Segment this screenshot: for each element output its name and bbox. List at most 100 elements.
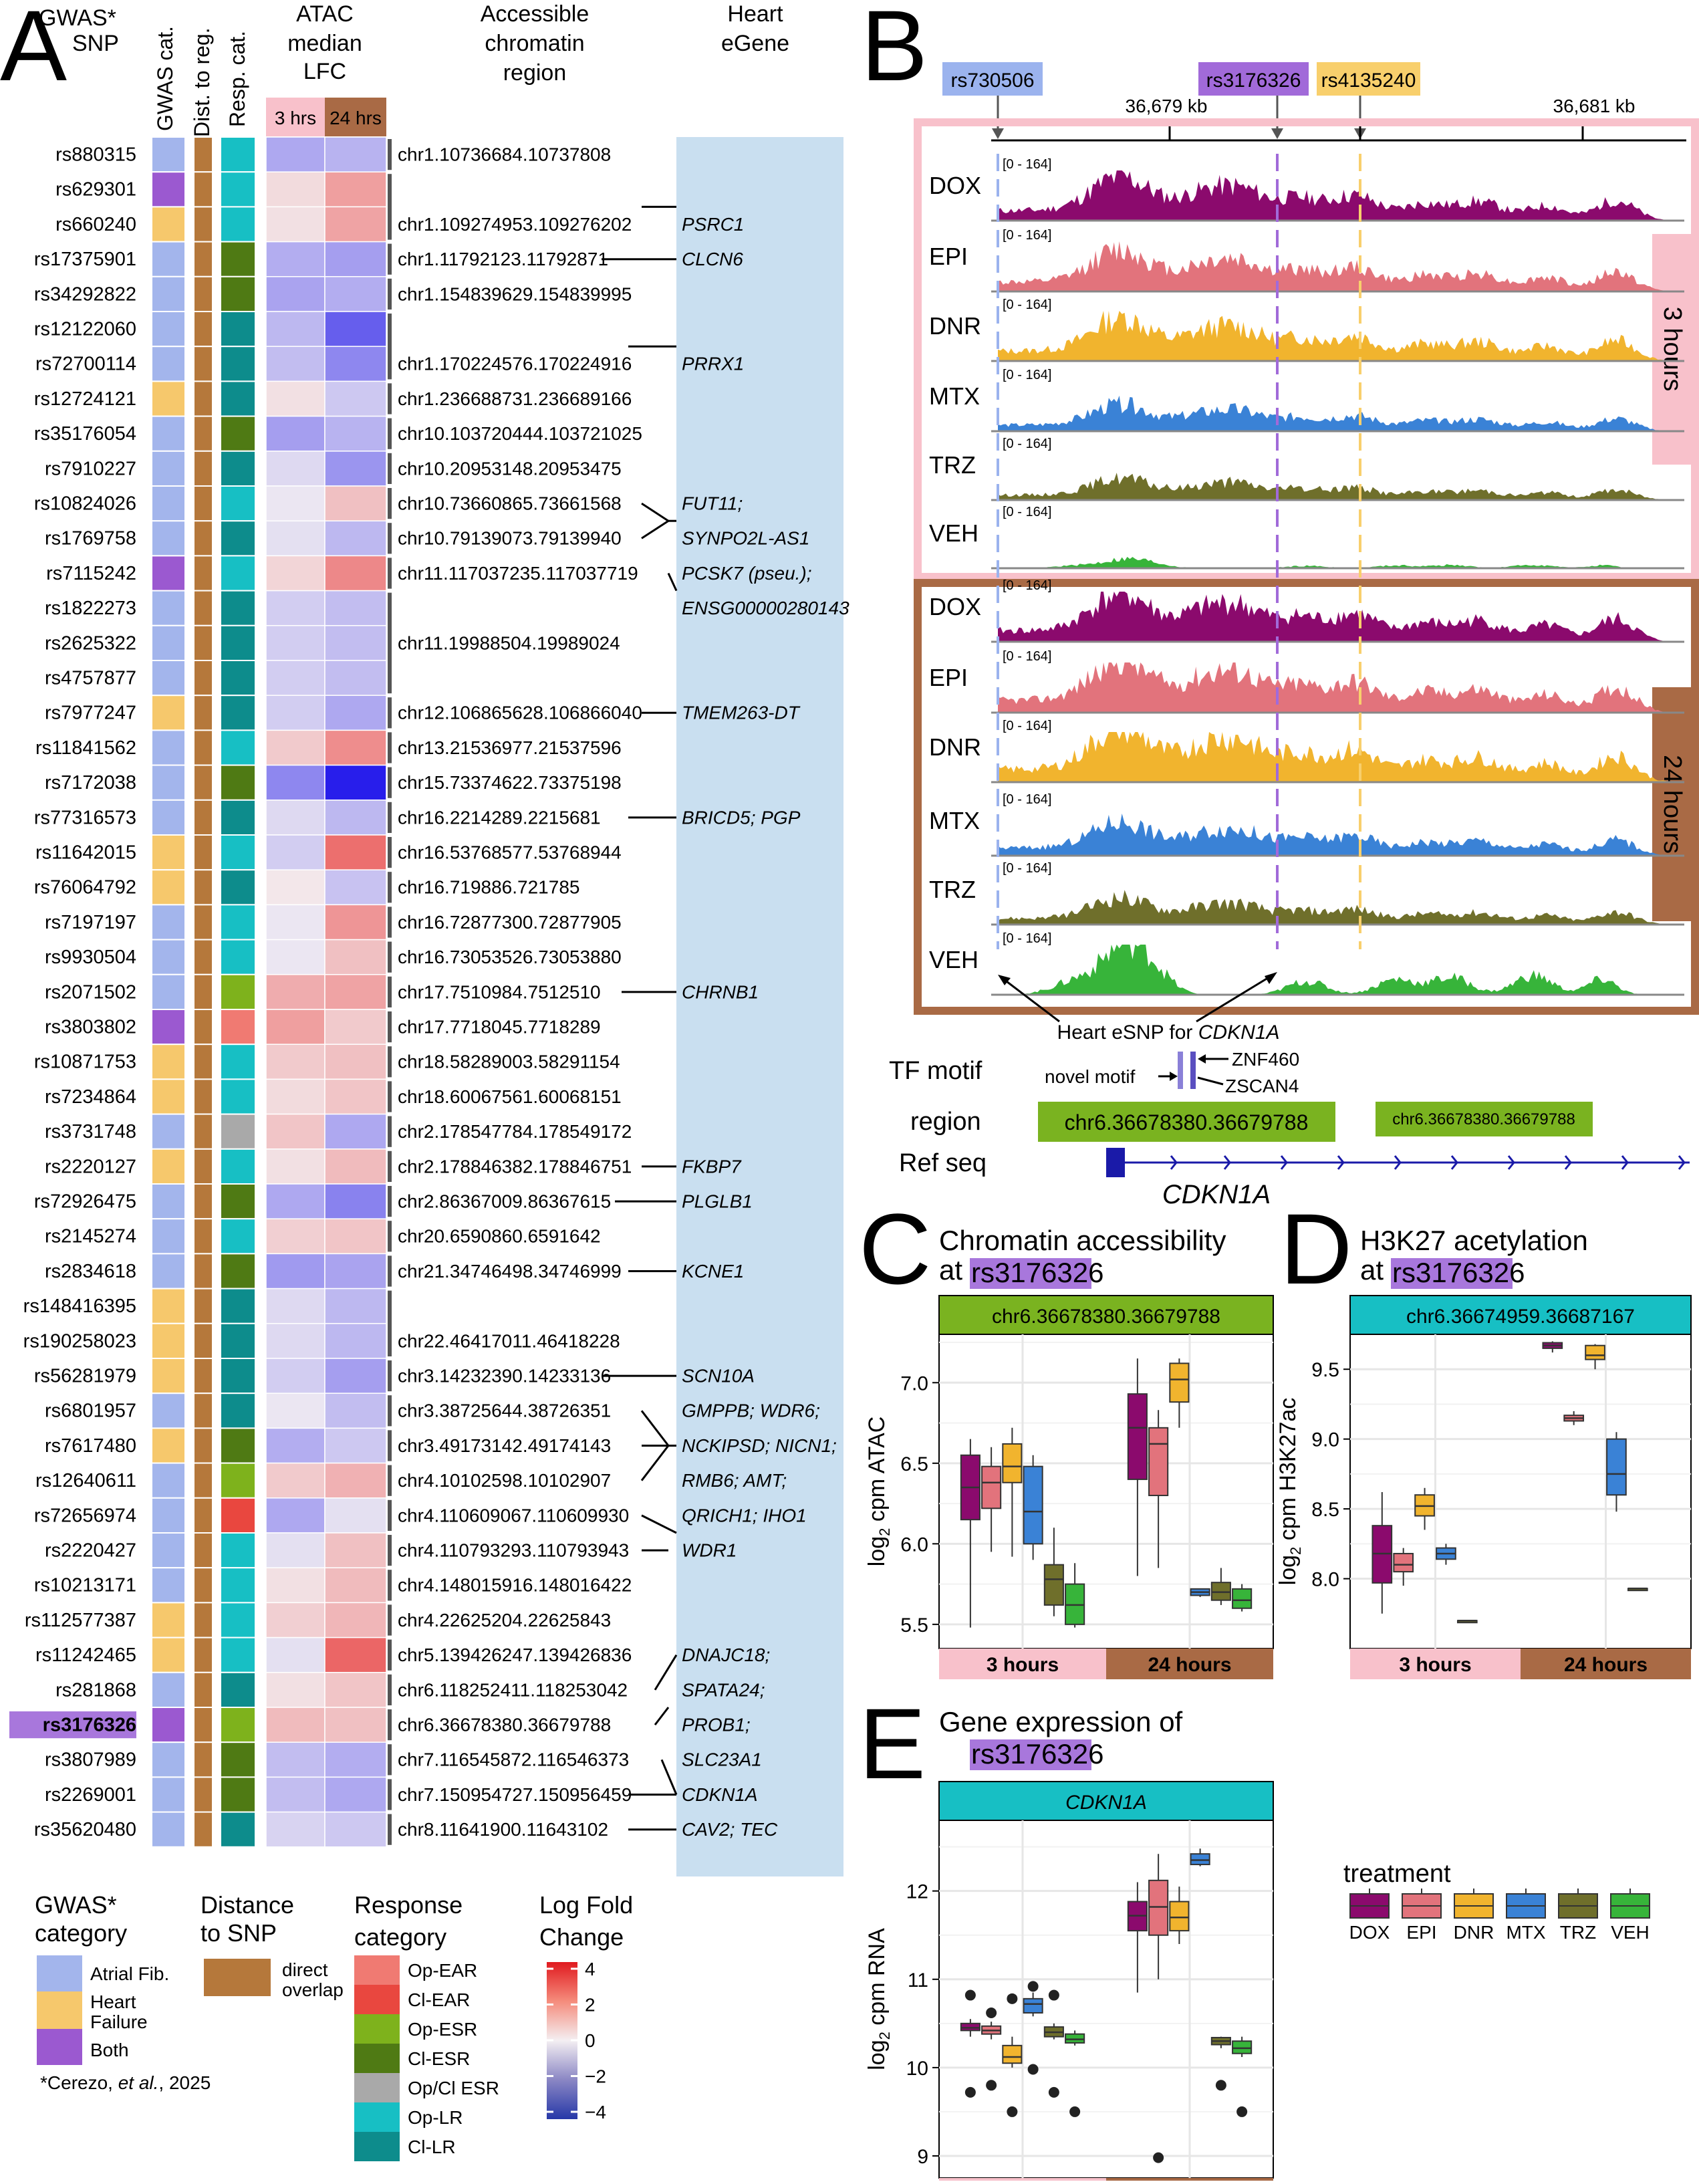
region-bracket (388, 139, 392, 170)
resp-cell (220, 1427, 256, 1464)
resp-cell (220, 1532, 256, 1569)
region-label: chr4.110609067.110609930 (398, 1505, 629, 1526)
resp-cell (220, 1811, 256, 1848)
region-bracket (388, 1046, 392, 1078)
gwas-cell (151, 1497, 186, 1534)
dist-cell (193, 555, 213, 592)
lfc-24h-cell (324, 1532, 387, 1568)
header-region-3: region (503, 60, 567, 86)
lfc-24h-cell (324, 136, 387, 172)
region-label: chr20.6590860.6591642 (398, 1226, 601, 1247)
resp-cell (220, 1113, 256, 1150)
snp-marker-label: rs730506 (950, 70, 1034, 92)
region-bracket (388, 941, 392, 973)
lfc-3h-cell (265, 485, 325, 521)
dist-cell (193, 1671, 213, 1709)
snp-label: rs10871753 (34, 1052, 136, 1073)
table-row: rs880315 chr1.10736684.10737808 (55, 136, 611, 173)
gwas-cell (151, 1288, 186, 1324)
track-range: [0 - 164] (1003, 931, 1051, 946)
lfc-3h-cell (265, 1427, 325, 1464)
lfc-24h-cell (324, 1078, 387, 1115)
track-name: TRZ (929, 876, 976, 903)
box-dox (1127, 1882, 1148, 1993)
resp-cell (220, 660, 256, 697)
gwas-cell (151, 1044, 186, 1080)
title-snp-highlight (1391, 1258, 1513, 1289)
lfc-3h-cell (265, 380, 325, 417)
table-row: rs148416395 (23, 1288, 387, 1324)
table-row: rs6801957 chr3.38725644.38726351 (45, 1392, 611, 1429)
signal-track (998, 395, 1684, 431)
outlier-point (1027, 2064, 1039, 2075)
refseq-chevron (1394, 1155, 1402, 1170)
timepoint-label-24h: 24 hours (1148, 1654, 1231, 1676)
egene-label: SLC23A1 (682, 1749, 762, 1770)
timepoint-strip-24h (1106, 2178, 1273, 2184)
outlier-point (1215, 2080, 1226, 2091)
signal-track (998, 241, 1684, 291)
table-row: rs72656974 chr4.110609067.110609930 (34, 1497, 629, 1534)
y-tick-label: 9 (917, 2146, 928, 2168)
region-label: chr15.73374622.73375198 (398, 772, 622, 793)
y-tick-label: 9.0 (1311, 1429, 1339, 1451)
egene-label: CHRNB1 (682, 981, 759, 1002)
table-row: rs7172038 chr15.73374622.73375198 (45, 764, 622, 801)
lfc-3h-cell (265, 1113, 325, 1150)
legend-lfc-title-2: Change (539, 1923, 624, 1951)
table-row: rs35620480 chr8.11641900.11643102 (34, 1811, 608, 1848)
table-row: rs2269001 chr7.150954727.150956459 (45, 1776, 632, 1813)
panel-title-pre: at (939, 1254, 962, 1286)
resp-legend-label: Op-EAR (408, 1960, 477, 1981)
lfc-3h-cell (265, 311, 325, 347)
legend-dist-title-1: Distance (201, 1891, 294, 1919)
panel-a: A GWAS* SNP GWAS cat. Dist. to reg. Resp… (0, 0, 850, 2161)
table-row: rs35176054 chr10.103720444.103721025 (34, 415, 642, 452)
gwas-cell (151, 764, 186, 801)
region-bracket (388, 1011, 392, 1043)
region-bracket (388, 1081, 392, 1112)
egene-background (676, 137, 843, 1876)
gwas-cell (151, 1392, 186, 1429)
table-row: rs4757877 (45, 660, 387, 697)
resp-cell (220, 729, 256, 766)
lfc-3h-cell (265, 171, 325, 208)
track-range: [0 - 164] (1003, 157, 1051, 172)
lfc-24h-cell (324, 1811, 387, 1848)
refseq-exon (1106, 1148, 1125, 1177)
snp-label: rs9930504 (45, 947, 136, 968)
snp-label: rs7234864 (45, 1086, 136, 1108)
resp-cell (220, 1183, 256, 1220)
lfc-3h-cell (265, 1148, 325, 1185)
lfc-3h-cell (265, 764, 325, 801)
region-label: chr1.109274953.109276202 (398, 214, 632, 235)
box-epi (1563, 1411, 1585, 1425)
track-range: [0 - 164] (1003, 437, 1051, 451)
tp-3hrs-label: 3 hrs (275, 108, 316, 128)
gwas-cell (151, 1358, 186, 1394)
y-tick-label: 6.0 (900, 1534, 928, 1556)
dist-cell (193, 1427, 213, 1464)
dist-cell (193, 1288, 213, 1324)
region-label: chr6.36678380.36679788 (398, 1714, 611, 1735)
snp-label: rs12640611 (35, 1470, 136, 1491)
egene-connector (640, 1445, 670, 1481)
box-body (1043, 1564, 1064, 1606)
box-mtx (1190, 1588, 1210, 1597)
resp-cell (220, 1253, 256, 1290)
dist-cell (193, 1009, 213, 1046)
region-label: chr16.2214289.2215681 (398, 807, 601, 828)
resp-cell (220, 450, 256, 487)
gwas-cell (151, 1427, 186, 1464)
snp-label: rs660240 (55, 214, 136, 235)
lfc-24h-cell (324, 1602, 387, 1639)
snp-header-2: SNP (72, 31, 119, 56)
legend-resp-title-2: category (354, 1923, 446, 1951)
egene-label: PCSK7 (pseu.); (682, 563, 812, 584)
table-row: rs11841562 chr13.21536977.21537596 (35, 729, 622, 766)
resp-cell (220, 1392, 256, 1429)
gwas-cell (151, 869, 186, 906)
tf-motif-bar-2 (1190, 1052, 1196, 1089)
resp-cell (220, 973, 256, 1011)
egene-label: FUT11; (682, 493, 743, 513)
